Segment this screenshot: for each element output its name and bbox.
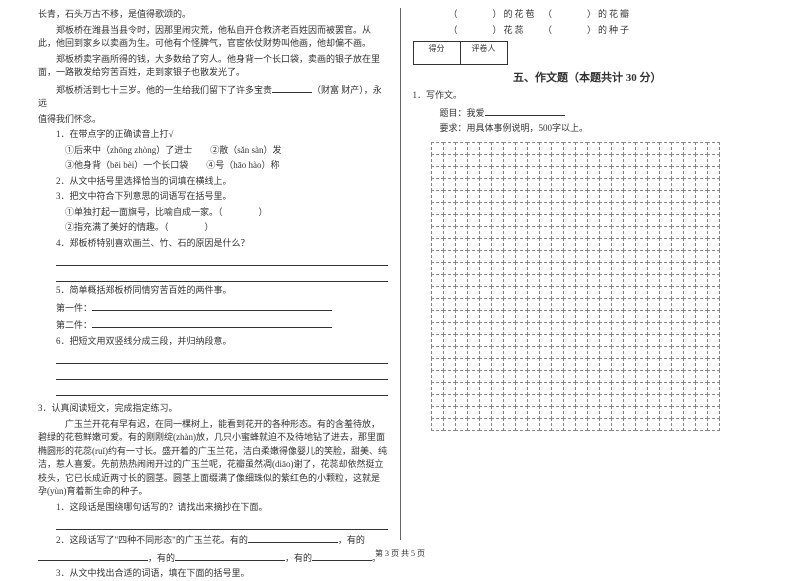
question: 1．在带点字的正确读音上打√ bbox=[38, 128, 388, 142]
right-column: （ ）的花苞 （ ）的花瓣 （ ）花蕊 （ ）的种子 得分 评卷人 五、作文题（… bbox=[405, 8, 771, 540]
question-sub: 第二件： bbox=[38, 317, 388, 333]
section-title: 五、作文题（本题共计 30 分） bbox=[413, 69, 763, 85]
writing-topic: 题目：我爱 bbox=[413, 105, 763, 121]
grid-row bbox=[431, 370, 763, 382]
para: 长青，石头万古不移，是值得歌颂的。 bbox=[38, 8, 388, 22]
label: 第二件： bbox=[56, 320, 92, 330]
question: 2．从文中括号里选择恰当的词填在横线上。 bbox=[38, 175, 388, 189]
question-option: ①单独打起一面旗号，比喻自成一家。（ ） bbox=[38, 206, 388, 220]
grid-row bbox=[431, 262, 763, 274]
question-option: ③他身背（bēi bèi）一个长口袋 ④号（hāo hào）称 bbox=[38, 159, 388, 173]
para: 郑板桥活到七十三岁。他的一生给我们留下了许多宝贵（财富 财产），永远 bbox=[38, 82, 388, 111]
answer-line bbox=[56, 382, 388, 396]
para: 郑板桥在潍县当县令时，因那里闹灾荒，他私自开仓救济老百姓因而被罢官。从此，他回到… bbox=[38, 24, 388, 51]
score-box: 得分 评卷人 bbox=[413, 41, 508, 65]
fill-blank: （ ）的花苞 （ ）的花瓣 bbox=[413, 8, 763, 22]
answer-line bbox=[92, 317, 332, 328]
grid-row bbox=[431, 346, 763, 358]
text: ，有的 bbox=[338, 535, 365, 545]
grid-row bbox=[431, 190, 763, 202]
reading-passage: 广玉兰开花有早有迟，在同一棵树上，能看到花开的各种形态。有的含羞待放，碧绿的花苞… bbox=[38, 418, 388, 499]
writing-question: 1．写作文。 bbox=[413, 89, 763, 103]
blank-line bbox=[272, 82, 312, 93]
grid-row bbox=[431, 394, 763, 406]
question: 3．从文中找出合适的词语，填在下面的括号里。 bbox=[38, 567, 388, 581]
question-option: ②指充满了美好的情趣。（ ） bbox=[38, 221, 388, 235]
composition-grid bbox=[431, 142, 763, 430]
reading-question: 3．认真阅读短文，完成指定练习。 bbox=[38, 402, 388, 416]
grid-row bbox=[431, 406, 763, 418]
blank-line bbox=[248, 532, 338, 543]
answer-line bbox=[56, 268, 388, 282]
grid-row bbox=[431, 154, 763, 166]
question: 1．这段话是围绕哪句话写的？请找出来摘抄在下面。 bbox=[38, 501, 388, 515]
page-footer: 第 3 页 共 5 页 bbox=[0, 548, 800, 559]
score-label: 得分 bbox=[414, 42, 461, 64]
answer-line bbox=[56, 366, 388, 380]
grid-cell bbox=[707, 418, 720, 431]
grid-row bbox=[431, 274, 763, 286]
label: 第一件： bbox=[56, 303, 92, 313]
question-option: ①后来中（zhōng zhòng）了进士 ②散（sǎn sàn）发 bbox=[38, 144, 388, 158]
text: 2．这段话写了"四种不同形态"的广玉兰花。有的 bbox=[56, 535, 248, 545]
grid-row bbox=[431, 322, 763, 334]
grid-row bbox=[431, 334, 763, 346]
answer-line bbox=[92, 300, 332, 311]
para: 值得我们怀念。 bbox=[38, 113, 388, 127]
page-container: 长青，石头万古不移，是值得歌颂的。 郑板桥在潍县当县令时，因那里闹灾荒，他私自开… bbox=[0, 0, 800, 540]
question: 2．这段话写了"四种不同形态"的广玉兰花。有的 ，有的 bbox=[38, 532, 388, 548]
column-divider bbox=[400, 8, 401, 540]
grader-label: 评卷人 bbox=[461, 42, 507, 64]
para: 郑板桥卖字画所得的钱，大多数给了穷人。他身背一个长口袋，卖画的银子放在里面，一路… bbox=[38, 53, 388, 80]
grid-row bbox=[431, 238, 763, 250]
grid-row bbox=[431, 214, 763, 226]
question: 3．把文中符合下列意思的词语写在括号里。 bbox=[38, 190, 388, 204]
grid-row bbox=[431, 310, 763, 322]
question: 5．简单概括郑板桥同情穷苦百姓的两件事。 bbox=[38, 284, 388, 298]
grid-row bbox=[431, 226, 763, 238]
grid-row bbox=[431, 250, 763, 262]
grid-row bbox=[431, 166, 763, 178]
question-sub: 第一件： bbox=[38, 300, 388, 316]
writing-requirement: 要求：用具体事例说明，500字以上。 bbox=[413, 122, 763, 136]
grid-row bbox=[431, 202, 763, 214]
blank-line bbox=[485, 105, 565, 116]
fill-blank: （ ）花蕊 （ ）的种子 bbox=[413, 24, 763, 38]
question: 6．把短文用双竖线分成三段，并归纳段意。 bbox=[38, 335, 388, 349]
label: 题目：我爱 bbox=[440, 108, 485, 118]
grid-row bbox=[431, 358, 763, 370]
grid-row bbox=[431, 382, 763, 394]
grid-row bbox=[431, 418, 763, 430]
grid-row bbox=[431, 298, 763, 310]
answer-line bbox=[56, 252, 388, 266]
left-column: 长青，石头万古不移，是值得歌颂的。 郑板桥在潍县当县令时，因那里闹灾荒，他私自开… bbox=[30, 8, 396, 540]
question: 4．郑板桥特别喜欢画兰、竹、石的原因是什么？ bbox=[38, 237, 388, 251]
answer-line bbox=[56, 516, 388, 530]
grid-row bbox=[431, 286, 763, 298]
text: 郑板桥活到七十三岁。他的一生给我们留下了许多宝贵 bbox=[56, 85, 272, 95]
answer-line bbox=[56, 350, 388, 364]
grid-row bbox=[431, 142, 763, 154]
grid-row bbox=[431, 178, 763, 190]
